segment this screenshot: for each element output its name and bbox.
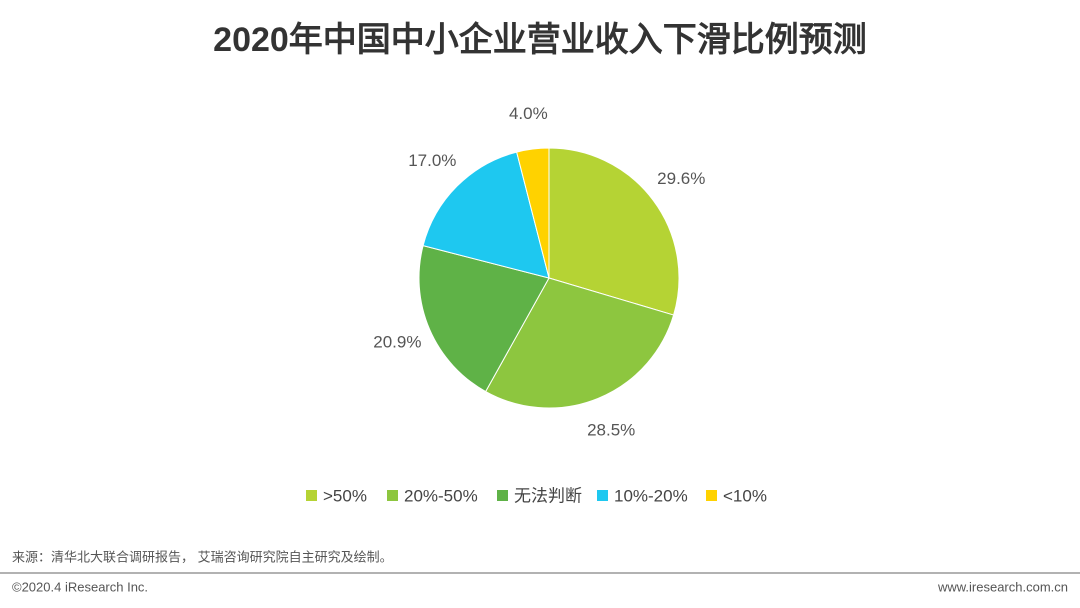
legend-swatch bbox=[706, 490, 717, 501]
data-label: 28.5% bbox=[587, 420, 635, 439]
pie-slice bbox=[418, 245, 550, 393]
website: www.iresearch.com.cn bbox=[937, 579, 1068, 594]
pie-slice bbox=[484, 277, 675, 409]
legend-label: <10% bbox=[723, 486, 767, 505]
pie-slice bbox=[548, 147, 680, 316]
pie-slice bbox=[516, 147, 550, 279]
legend-swatch bbox=[597, 490, 608, 501]
data-label: 4.0% bbox=[509, 104, 548, 123]
data-label: 20.9% bbox=[373, 333, 421, 352]
legend-label: >50% bbox=[323, 486, 367, 505]
data-label: 29.6% bbox=[657, 169, 705, 188]
pie-slice bbox=[422, 151, 550, 279]
source-note: 来源：清华北大联合调研报告， 艾瑞咨询研究院自主研究及绘制。 bbox=[12, 549, 393, 564]
data-label: 17.0% bbox=[408, 151, 456, 170]
legend-swatch bbox=[497, 490, 508, 501]
legend-label: 20%-50% bbox=[404, 486, 478, 505]
legend-swatch bbox=[387, 490, 398, 501]
legend-label: 10%-20% bbox=[614, 486, 688, 505]
legend-label: 无法判断 bbox=[514, 486, 582, 505]
chart-title: 2020年中国中小企业营业收入下滑比例预测 bbox=[213, 20, 867, 59]
legend-swatch bbox=[306, 490, 317, 501]
copyright: ©2020.4 iResearch Inc. bbox=[12, 579, 148, 594]
